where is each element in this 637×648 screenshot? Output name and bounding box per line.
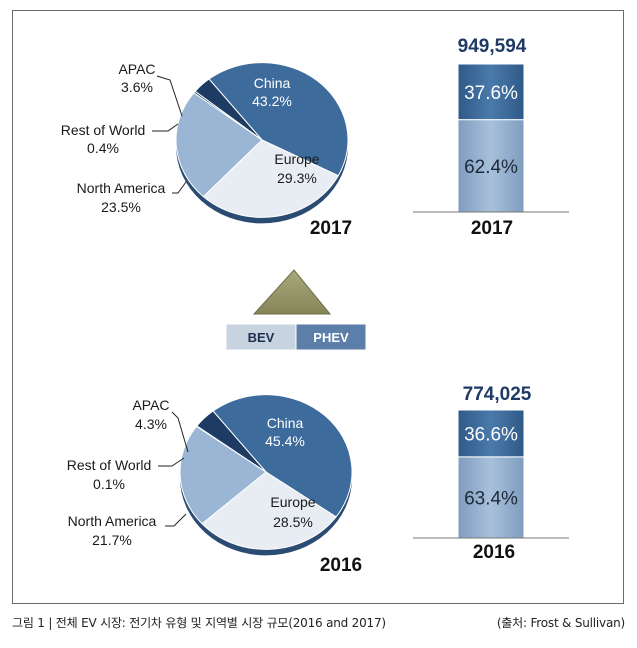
legend-bev-label: BEV: [248, 330, 275, 345]
pie-label-rest-of-world-2016: Rest of World: [67, 457, 152, 473]
pie-label-europe-2017: Europe: [274, 151, 319, 167]
bar-total-2016: 774,025: [463, 384, 532, 405]
pie-label-apac-2016: APAC: [132, 397, 169, 413]
pie-year-label-2016: 2016: [320, 555, 362, 576]
legend-bev-box: [225, 323, 297, 351]
pie-value-europe-2017: 29.3%: [277, 170, 317, 186]
pie-leader-north-america-2017: [172, 181, 187, 194]
bar-segment-phev-2016: [457, 409, 525, 458]
pie-label-north-america-2016: North America: [68, 513, 157, 529]
pie-slice-north-america-2017: [175, 92, 263, 198]
bar-segment-phev-2017: [457, 63, 525, 121]
up-arrow-triangle-icon: [252, 269, 332, 315]
pie-value-europe-2016: 28.5%: [273, 514, 313, 530]
pie-slice-china-2016: [212, 394, 353, 518]
pie-label-rest-of-world-2017: Rest of World: [61, 122, 146, 138]
bar-label-bev-2016: 63.4%: [464, 488, 518, 509]
pie-leader-rest-of-world-2016: [158, 457, 185, 467]
pie-year-label-2017: 2017: [310, 218, 352, 239]
bar-label-phev-2017: 37.6%: [464, 83, 518, 104]
legend-phev-label: PHEV: [313, 330, 349, 345]
bar-segment-bev-2016: [457, 456, 525, 539]
pie-value-china-2016: 45.4%: [265, 433, 305, 449]
bar-label-bev-2017: 62.4%: [464, 157, 518, 178]
pie-slice-europe-2016: [201, 471, 337, 550]
pie-value-north-america-2017: 23.5%: [101, 199, 141, 215]
pie-value-apac-2016: 4.3%: [135, 416, 167, 432]
pie-label-china-2016: China: [267, 415, 304, 431]
figure-frame: [12, 10, 624, 604]
pie-label-europe-2016: Europe: [270, 494, 315, 510]
bar-total-2017: 949,594: [458, 36, 527, 57]
pie-slice-north-america-2016: [179, 425, 267, 525]
pie-value-apac-2017: 3.6%: [121, 79, 153, 95]
pie-leader-north-america-2016: [165, 513, 187, 527]
pie-value-rest-of-world-2017: 0.4%: [87, 140, 119, 156]
bar-label-phev-2016: 36.6%: [464, 424, 518, 445]
pie-slice-apac-2016: [196, 410, 267, 473]
pie-slice-europe-2017: [202, 139, 339, 218]
pie-slice-china-2017: [208, 62, 349, 177]
pie-leader-apac-2016: [171, 411, 189, 453]
pie-value-rest-of-world-2016: 0.1%: [93, 476, 125, 492]
pie-value-north-america-2016: 21.7%: [92, 532, 132, 548]
source-caption: (출처: Frost & Sullivan): [496, 616, 625, 630]
bar-year-label-2016: 2016: [473, 542, 515, 563]
pie-label-north-america-2017: North America: [77, 180, 166, 196]
pie-label-apac-2017: APAC: [118, 61, 155, 77]
legend-phev-box: [295, 323, 367, 351]
bar-year-label-2017: 2017: [471, 218, 513, 239]
figure-caption: 그림 1 | 전체 EV 시장: 전기차 유형 및 지역별 시장 규모(2016…: [12, 616, 386, 630]
pie-label-china-2017: China: [254, 75, 291, 91]
pie-value-china-2017: 43.2%: [252, 93, 292, 109]
pie-slice-apac-2017: [194, 78, 263, 141]
pie-leader-rest-of-world-2017: [152, 123, 179, 132]
pie-leader-apac-2017: [156, 75, 183, 117]
